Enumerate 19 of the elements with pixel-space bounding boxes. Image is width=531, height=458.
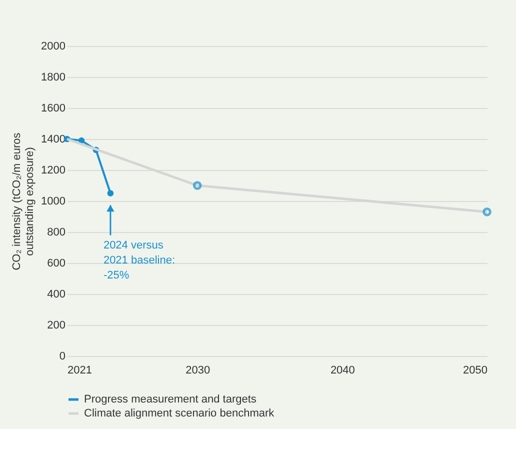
- y-tick-label: 600: [47, 258, 66, 270]
- y-tick-label: 2000: [41, 40, 66, 52]
- x-tick-label: 2030: [186, 364, 210, 376]
- x-tick-label: 2050: [463, 364, 488, 376]
- y-tick-label: 1800: [41, 72, 66, 84]
- annotation: 2024 versus 2021 baseline: -25%: [103, 239, 176, 282]
- y-axis-title: CO₂ intensity (tCO₂/m euros outstanding exposure): [11, 132, 36, 270]
- y-tick-label: 1000: [41, 196, 66, 208]
- y-tick-label: 400: [47, 288, 66, 300]
- y-tick-label: 200: [47, 320, 66, 332]
- y-tick-label: 1200: [41, 164, 66, 176]
- y-tick-label: 800: [47, 226, 66, 238]
- y-tick-label: 1600: [41, 102, 66, 114]
- x-tick-label: 2040: [330, 364, 355, 376]
- y-tick-label: 0: [59, 350, 66, 362]
- legend-label: Climate alignment scenario benchmark: [84, 408, 275, 420]
- y-tick-label: 1400: [41, 134, 66, 146]
- x-tick-label: 2021: [68, 364, 92, 376]
- legend-label: Progress measurement and targets: [84, 394, 257, 406]
